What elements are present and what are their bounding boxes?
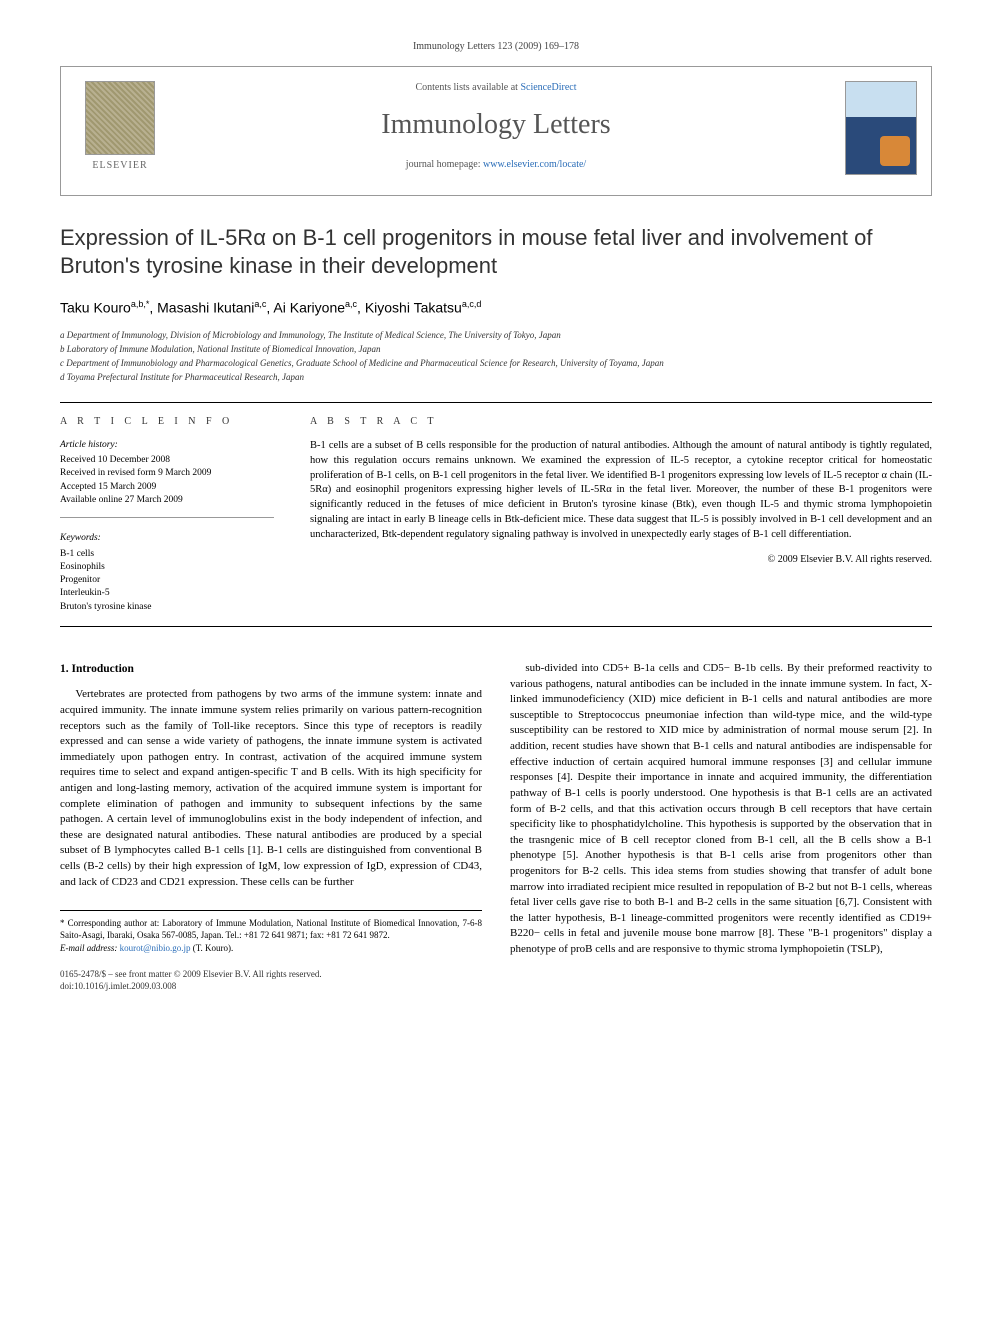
body-text-columns: 1. Introduction Vertebrates are protecte…	[60, 661, 932, 992]
contents-line: Contents lists available at ScienceDirec…	[79, 81, 913, 95]
info-abstract-row: A R T I C L E I N F O Article history: R…	[60, 402, 932, 627]
history-item: Received 10 December 2008	[60, 454, 274, 467]
keyword-item: Progenitor	[60, 574, 274, 587]
publisher-logo: ELSEVIER	[75, 81, 165, 173]
affiliation-item: b Laboratory of Immune Modulation, Natio…	[60, 343, 932, 356]
keyword-item: Interleukin-5	[60, 587, 274, 600]
keywords-label: Keywords:	[60, 532, 274, 545]
history-label: Article history:	[60, 439, 274, 452]
affiliation-item: a Department of Immunology, Division of …	[60, 329, 932, 342]
footnote-email-line: E-mail address: kourot@nibio.go.jp (T. K…	[60, 942, 482, 954]
abstract-text: B-1 cells are a subset of B cells respon…	[310, 439, 932, 543]
keyword-item: B-1 cells	[60, 548, 274, 561]
corresponding-author-footnote: * Corresponding author at: Laboratory of…	[60, 910, 482, 953]
keywords-block: Keywords: B-1 cellsEosinophilsProgenitor…	[60, 532, 274, 614]
history-item: Accepted 15 March 2009	[60, 481, 274, 494]
article-history-block: Article history: Received 10 December 20…	[60, 439, 274, 518]
author-list: Taku Kouroa,b,*, Masashi Ikutania,c, Ai …	[60, 298, 932, 318]
affiliation-item: d Toyama Prefectural Institute for Pharm…	[60, 371, 932, 384]
email-suffix: (T. Kouro).	[190, 943, 233, 953]
journal-masthead: ELSEVIER Contents lists available at Sci…	[60, 66, 932, 196]
body-paragraph: sub-divided into CD5+ B-1a cells and CD5…	[510, 661, 932, 958]
footer-copyright: 0165-2478/$ – see front matter © 2009 El…	[60, 968, 482, 992]
affiliation-item: c Department of Immunobiology and Pharma…	[60, 357, 932, 370]
affiliation-list: a Department of Immunology, Division of …	[60, 329, 932, 384]
abstract-heading: A B S T R A C T	[310, 415, 932, 429]
homepage-line: journal homepage: www.elsevier.com/locat…	[79, 158, 913, 172]
elsevier-tree-icon	[85, 81, 155, 155]
section-heading-intro: 1. Introduction	[60, 661, 482, 677]
history-item: Available online 27 March 2009	[60, 494, 274, 507]
publisher-name: ELSEVIER	[75, 159, 165, 173]
article-title: Expression of IL-5Rα on B-1 cell progeni…	[60, 224, 932, 280]
keyword-item: Eosinophils	[60, 561, 274, 574]
journal-cover-thumbnail	[845, 81, 917, 175]
sciencedirect-link[interactable]: ScienceDirect	[520, 82, 576, 93]
abstract-copyright: © 2009 Elsevier B.V. All rights reserved…	[310, 553, 932, 567]
running-header: Immunology Letters 123 (2009) 169–178	[60, 40, 932, 54]
footer-line-1: 0165-2478/$ – see front matter © 2009 El…	[60, 968, 482, 980]
article-info-heading: A R T I C L E I N F O	[60, 415, 274, 429]
journal-title: Immunology Letters	[79, 105, 913, 144]
keyword-item: Bruton's tyrosine kinase	[60, 601, 274, 614]
contents-prefix: Contents lists available at	[415, 82, 520, 93]
abstract-column: A B S T R A C T B-1 cells are a subset o…	[290, 403, 932, 626]
history-item: Received in revised form 9 March 2009	[60, 467, 274, 480]
corresponding-email-link[interactable]: kourot@nibio.go.jp	[120, 943, 191, 953]
footer-doi: doi:10.1016/j.imlet.2009.03.008	[60, 980, 482, 992]
article-info-column: A R T I C L E I N F O Article history: R…	[60, 403, 290, 626]
body-column-right: sub-divided into CD5+ B-1a cells and CD5…	[510, 661, 932, 992]
body-column-left: 1. Introduction Vertebrates are protecte…	[60, 661, 482, 992]
homepage-prefix: journal homepage:	[406, 159, 483, 170]
email-label: E-mail address:	[60, 943, 120, 953]
footnote-corresponding: * Corresponding author at: Laboratory of…	[60, 917, 482, 941]
homepage-link[interactable]: www.elsevier.com/locate/	[483, 159, 586, 170]
body-paragraph: Vertebrates are protected from pathogens…	[60, 687, 482, 890]
